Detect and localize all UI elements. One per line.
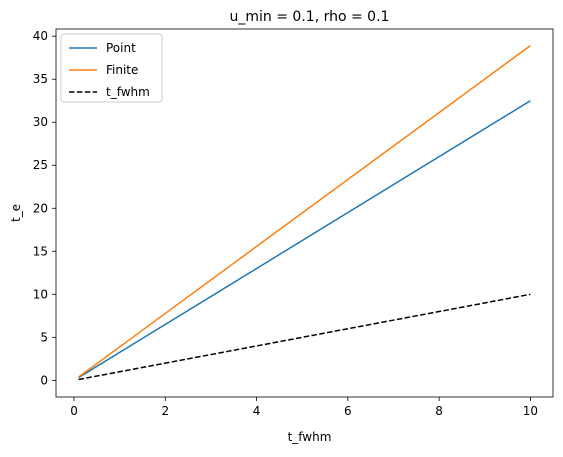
y-tick-label: 30 <box>33 115 48 129</box>
series-layer <box>78 45 531 381</box>
legend-entry-label: t_fwhm <box>106 85 150 99</box>
y-tick-label: 5 <box>40 330 48 344</box>
legend-entry-label: Finite <box>106 63 138 77</box>
x-tick-label: 0 <box>70 404 78 418</box>
x-tick-label: 4 <box>253 404 261 418</box>
x-tick-label: 2 <box>161 404 169 418</box>
x-tick-label: 10 <box>523 404 538 418</box>
y-tick-label: 25 <box>33 158 48 172</box>
series-line-t-fwhm <box>78 293 531 381</box>
y-axis-ticks: 0 5 10 15 20 25 30 35 40 <box>33 29 56 387</box>
y-tick-label: 15 <box>33 244 48 258</box>
y-tick-label: 10 <box>33 287 48 301</box>
series-line-point <box>78 100 531 379</box>
x-tick-label: 8 <box>435 404 443 418</box>
y-axis-label: t_e <box>9 204 23 222</box>
y-tick-label: 35 <box>33 72 48 86</box>
y-tick-label: 20 <box>33 201 48 215</box>
axes-frame <box>55 28 554 398</box>
legend-box <box>60 33 163 103</box>
series-line-finite <box>78 45 531 378</box>
x-axis-ticks: 0 2 4 6 8 10 <box>70 397 538 418</box>
legend-entry-label: Point <box>106 41 136 55</box>
legend: Point Finite t_fwhm <box>60 33 163 103</box>
x-tick-label: 6 <box>344 404 352 418</box>
x-axis-label: t_fwhm <box>288 430 332 444</box>
y-tick-label: 40 <box>33 29 48 43</box>
plot-area <box>55 28 554 398</box>
chart-title: u_min = 0.1, rho = 0.1 <box>230 9 390 25</box>
y-tick-label: 0 <box>40 373 48 387</box>
